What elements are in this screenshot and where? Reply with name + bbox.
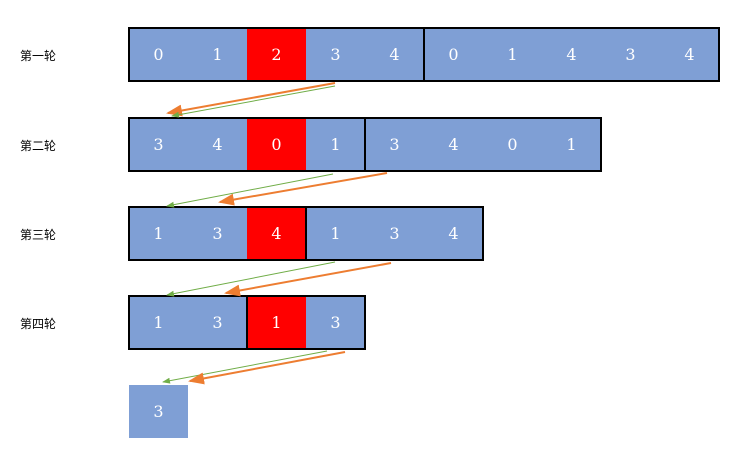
array-cell: 4 (188, 118, 247, 171)
array-cell: 1 (542, 118, 601, 171)
array-cell: 0 (424, 28, 483, 81)
highlighted-cell: 2 (247, 28, 306, 81)
round-label: 第一轮 (20, 49, 57, 63)
array-cell: 3 (306, 296, 365, 349)
array-cell: 0 (483, 118, 542, 171)
array-cell: 3 (129, 118, 188, 171)
array-cell: 4 (365, 28, 424, 81)
array-cell: 3 (188, 207, 247, 260)
array-cell: 1 (306, 207, 365, 260)
array-cell: 0 (129, 28, 188, 81)
array-cell: 3 (306, 28, 365, 81)
array-cell: 4 (660, 28, 719, 81)
round-label: 第四轮 (20, 317, 57, 331)
green-arrow (171, 85, 336, 118)
orange-arrow (218, 172, 388, 206)
green-arrow (162, 350, 328, 384)
orange-arrow (166, 82, 336, 117)
highlighted-cell: 0 (247, 118, 306, 171)
array-cell: 1 (483, 28, 542, 81)
array-cell: 3 (365, 118, 424, 171)
array-cell: 4 (424, 207, 483, 260)
highlighted-cell: 1 (247, 296, 306, 349)
result-cell: 3 (129, 385, 188, 438)
highlighted-cell: 4 (247, 207, 306, 260)
array-cell: 3 (365, 207, 424, 260)
round-label: 第二轮 (20, 139, 57, 153)
orange-arrow (224, 262, 392, 297)
array-cell: 1 (129, 207, 188, 260)
array-cell: 1 (306, 118, 365, 171)
array-cell: 4 (542, 28, 601, 81)
array-cell: 1 (188, 28, 247, 81)
array-cell: 1 (129, 296, 188, 349)
round-label: 第三轮 (20, 228, 57, 242)
green-arrow (166, 261, 336, 297)
orange-arrow (188, 351, 346, 385)
green-arrow (166, 173, 334, 208)
array-cell: 3 (188, 296, 247, 349)
array-cell: 4 (424, 118, 483, 171)
array-cell: 3 (601, 28, 660, 81)
